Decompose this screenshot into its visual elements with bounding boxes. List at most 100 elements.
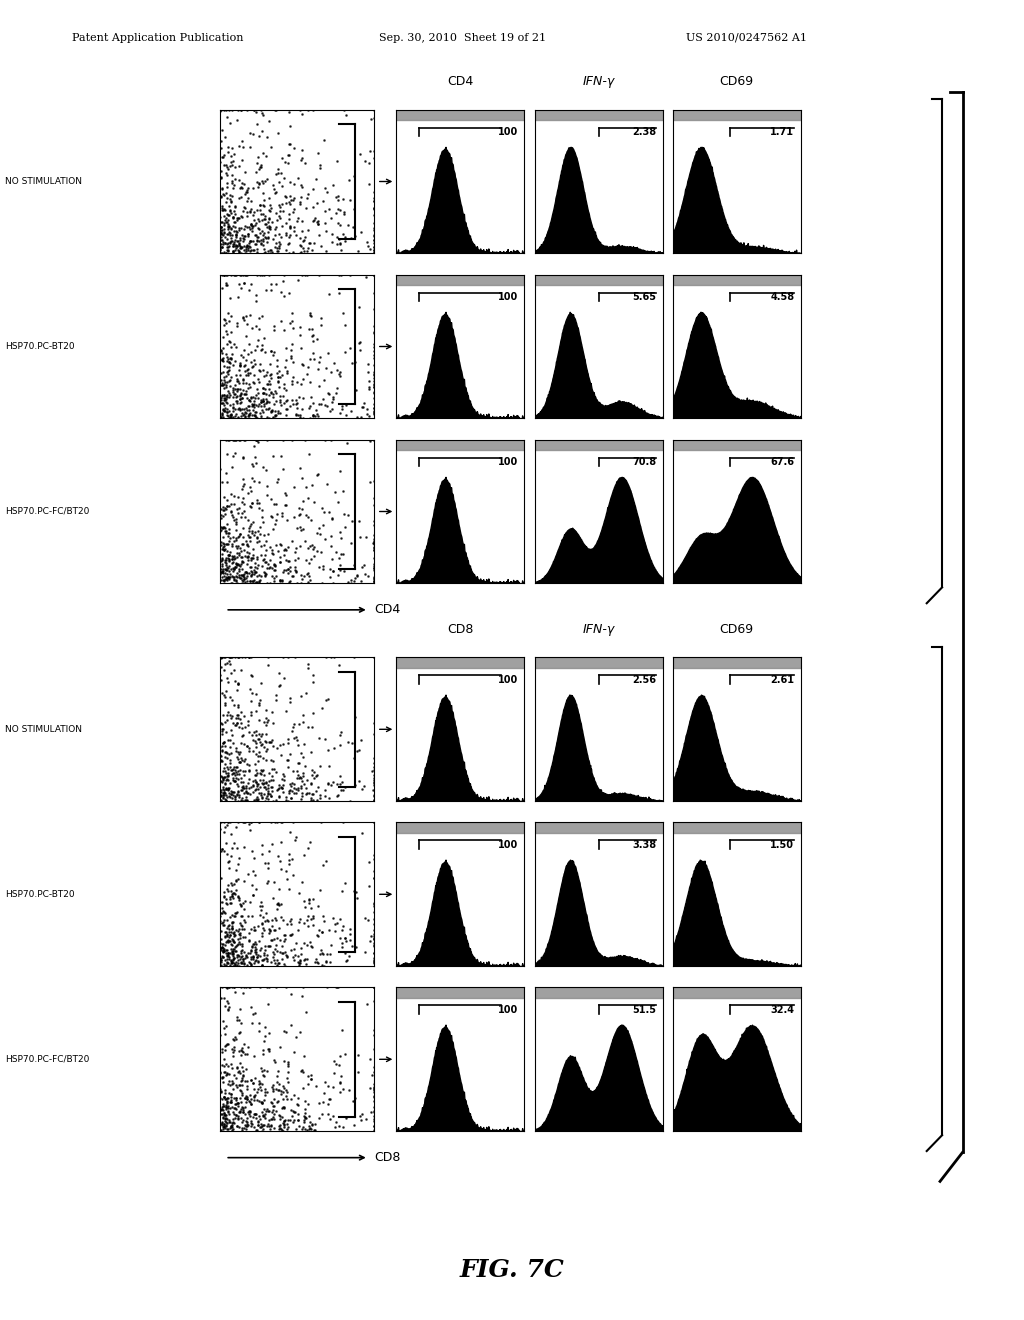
Point <box>214 236 230 257</box>
Point <box>213 535 229 556</box>
Point <box>240 343 256 364</box>
Point <box>366 148 382 169</box>
Point <box>313 573 330 594</box>
Point <box>247 553 263 574</box>
Point <box>264 833 281 854</box>
Point <box>263 731 280 752</box>
Point <box>366 197 382 218</box>
Point <box>366 812 382 833</box>
Point <box>259 1061 275 1082</box>
Point <box>216 264 232 285</box>
Point <box>240 545 256 566</box>
Point <box>270 162 287 183</box>
Point <box>240 1101 256 1122</box>
Point <box>218 203 234 224</box>
Point <box>335 189 351 210</box>
Point <box>226 939 243 960</box>
Point <box>213 1098 229 1119</box>
Text: 2.38: 2.38 <box>632 127 656 137</box>
Point <box>221 231 238 252</box>
Point <box>271 366 288 387</box>
Point <box>219 372 236 393</box>
Point <box>332 234 348 255</box>
Point <box>233 507 250 528</box>
Point <box>217 746 233 767</box>
Point <box>366 347 382 368</box>
Point <box>265 920 282 941</box>
Point <box>227 1088 244 1109</box>
Point <box>271 389 288 411</box>
Point <box>236 812 252 833</box>
Point <box>245 861 261 882</box>
Point <box>225 396 242 417</box>
Point <box>269 954 286 975</box>
Point <box>213 363 229 384</box>
Text: 1.71: 1.71 <box>770 127 795 137</box>
Point <box>219 533 236 554</box>
Point <box>341 1080 357 1101</box>
Point <box>311 375 328 396</box>
Point <box>246 560 262 581</box>
Point <box>332 909 348 931</box>
Point <box>311 154 328 176</box>
Point <box>213 186 229 207</box>
Point <box>260 1101 276 1122</box>
Point <box>215 374 231 395</box>
Point <box>261 264 278 285</box>
Point <box>242 240 258 261</box>
Point <box>231 894 248 915</box>
Point <box>221 359 238 380</box>
Point <box>243 940 259 961</box>
Point <box>227 1088 244 1109</box>
Point <box>286 777 302 799</box>
Point <box>229 407 246 428</box>
Point <box>293 242 309 263</box>
Point <box>312 785 329 807</box>
Point <box>216 685 232 706</box>
Point <box>214 178 230 199</box>
Point <box>218 540 234 561</box>
Point <box>217 694 233 715</box>
Point <box>217 956 233 977</box>
Point <box>261 1039 278 1060</box>
Point <box>274 193 291 214</box>
Point <box>218 894 234 915</box>
Point <box>297 1118 313 1139</box>
Point <box>216 995 232 1016</box>
Point <box>271 1106 288 1127</box>
Point <box>214 566 230 587</box>
Point <box>214 1098 230 1119</box>
Point <box>317 201 334 222</box>
Point <box>366 213 382 234</box>
Point <box>366 298 382 319</box>
Point <box>229 527 246 548</box>
Point <box>303 325 319 346</box>
Point <box>228 946 245 968</box>
Point <box>352 1105 369 1126</box>
Point <box>250 395 266 416</box>
Point <box>260 911 276 932</box>
Point <box>223 912 240 933</box>
Point <box>248 429 264 450</box>
Point <box>216 939 232 960</box>
Point <box>259 557 275 578</box>
Point <box>237 384 253 405</box>
Point <box>279 510 295 531</box>
Point <box>232 1092 249 1113</box>
Point <box>275 168 292 189</box>
Point <box>217 211 233 232</box>
Point <box>334 880 350 902</box>
Point <box>257 565 273 586</box>
Point <box>365 532 381 553</box>
Point <box>234 447 251 469</box>
Point <box>302 1069 318 1090</box>
Point <box>229 884 246 906</box>
Point <box>323 207 339 228</box>
Point <box>361 376 378 397</box>
Point <box>366 1077 382 1098</box>
Point <box>222 375 239 396</box>
Point <box>293 776 309 797</box>
Point <box>215 407 231 428</box>
Point <box>245 124 261 145</box>
Point <box>254 896 270 917</box>
